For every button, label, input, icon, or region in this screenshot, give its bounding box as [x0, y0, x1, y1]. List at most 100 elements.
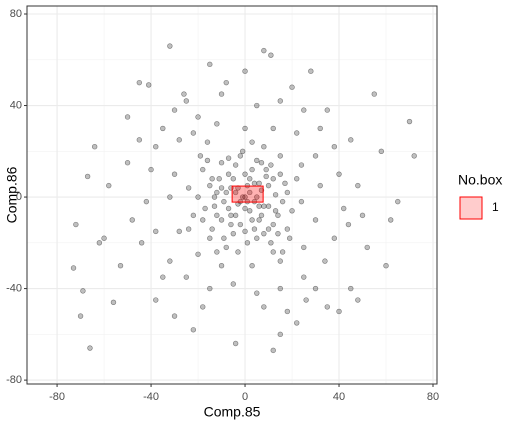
point	[230, 176, 236, 182]
point	[359, 212, 366, 219]
point	[336, 308, 342, 315]
point	[106, 182, 112, 189]
point	[251, 226, 258, 232]
point	[411, 153, 417, 159]
point	[261, 304, 267, 310]
point	[185, 185, 192, 191]
y-tick-label: 40	[10, 99, 22, 111]
point	[308, 68, 314, 74]
point	[207, 235, 213, 241]
point	[200, 217, 206, 223]
point	[247, 208, 253, 214]
point	[312, 285, 319, 292]
point	[383, 263, 389, 269]
point	[298, 198, 305, 205]
point	[209, 176, 215, 182]
point	[223, 79, 229, 86]
point	[244, 240, 251, 246]
point	[249, 139, 255, 145]
point	[254, 290, 260, 296]
legend-key	[459, 196, 483, 220]
point	[395, 198, 401, 205]
point	[270, 347, 276, 354]
point	[211, 203, 218, 209]
point	[242, 194, 248, 200]
point	[254, 235, 260, 241]
point	[129, 217, 135, 223]
point	[211, 194, 218, 200]
point	[324, 107, 330, 113]
box	[231, 185, 264, 203]
point	[265, 182, 272, 189]
point	[232, 212, 239, 219]
point	[270, 176, 276, 182]
point	[207, 285, 213, 292]
point	[268, 52, 274, 58]
point	[301, 107, 307, 113]
point	[239, 148, 246, 154]
point	[176, 228, 182, 235]
point	[263, 173, 269, 180]
point	[214, 189, 220, 196]
point	[312, 153, 319, 159]
point	[214, 212, 220, 219]
point	[209, 226, 215, 232]
point	[272, 208, 279, 214]
point	[348, 285, 354, 292]
point	[247, 176, 253, 182]
point	[223, 244, 229, 251]
point	[230, 281, 236, 287]
point	[265, 203, 272, 209]
point	[371, 91, 377, 97]
point	[249, 263, 255, 269]
point	[218, 91, 225, 97]
point	[324, 304, 330, 310]
point	[331, 235, 338, 241]
point	[148, 166, 154, 173]
point	[183, 274, 190, 280]
point	[289, 208, 295, 214]
point	[70, 265, 77, 271]
point	[228, 212, 234, 219]
point	[160, 274, 166, 280]
point	[202, 205, 208, 212]
point	[124, 114, 131, 120]
point	[237, 153, 244, 159]
point	[256, 217, 262, 223]
point	[225, 171, 232, 177]
point	[336, 171, 342, 177]
point	[284, 308, 291, 315]
point	[171, 171, 178, 177]
point	[225, 205, 232, 212]
point	[249, 166, 255, 173]
point	[218, 263, 225, 269]
legend-title: No.box	[458, 172, 502, 188]
point	[242, 205, 248, 212]
point	[216, 176, 222, 182]
y-axis-title: Comp.86	[4, 166, 20, 223]
point	[277, 153, 283, 159]
y-tick-label: -80	[6, 374, 22, 386]
point	[294, 176, 300, 182]
point	[242, 68, 248, 74]
point	[96, 240, 103, 246]
point	[261, 144, 267, 150]
point	[355, 182, 361, 189]
point	[77, 313, 84, 319]
point	[270, 221, 276, 228]
point	[190, 327, 197, 333]
point	[268, 240, 274, 246]
point	[200, 304, 206, 310]
point	[301, 274, 307, 280]
point	[153, 228, 159, 235]
point	[261, 203, 267, 209]
point	[218, 185, 225, 191]
point	[235, 249, 241, 255]
point	[275, 212, 281, 219]
point	[254, 194, 260, 200]
point	[232, 189, 239, 196]
point	[275, 230, 281, 237]
point	[277, 258, 283, 264]
point	[171, 313, 178, 319]
